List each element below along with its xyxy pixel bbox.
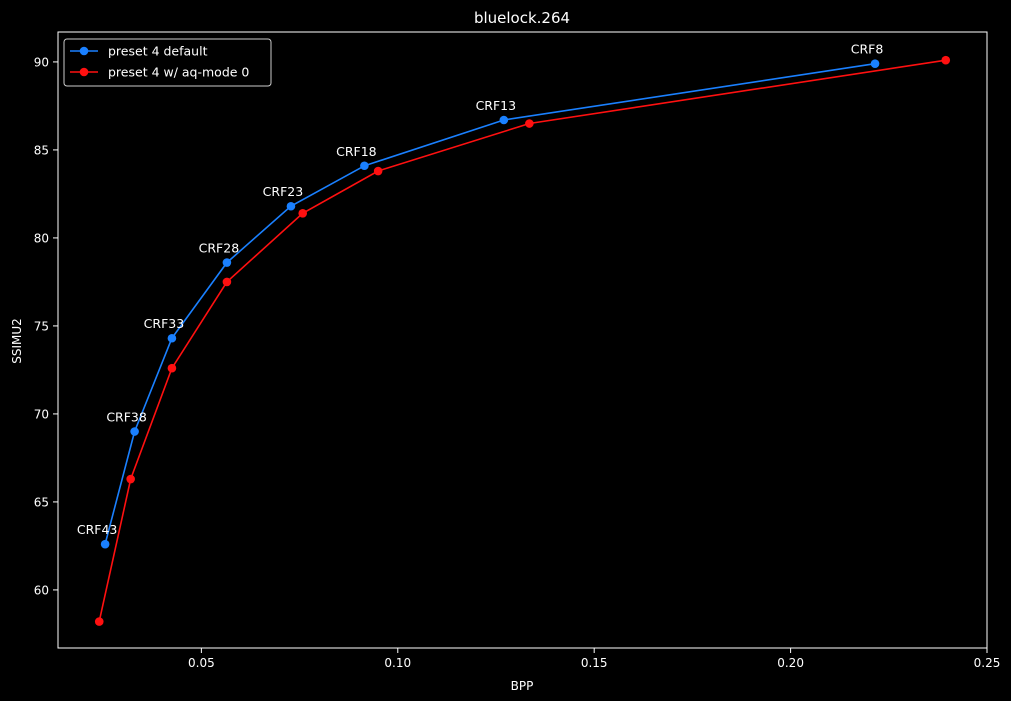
y-tick-label: 65 — [34, 495, 49, 509]
series-line-1 — [98, 59, 946, 622]
x-tick-label: 0.10 — [384, 656, 411, 670]
data-point-0 — [130, 427, 139, 436]
y-tick-label: 85 — [34, 143, 49, 157]
data-point-0 — [286, 201, 296, 211]
data-point-0 — [100, 539, 110, 549]
legend-label: preset 4 default — [108, 44, 208, 59]
x-tick-label: 0.15 — [581, 656, 608, 670]
data-point-0 — [499, 115, 509, 125]
point-annotation: CRF43 — [77, 522, 118, 537]
y-tick-label: 60 — [34, 583, 49, 597]
x-tick-label: 0.05 — [188, 656, 215, 670]
chart-title: bluelock.264 — [474, 9, 570, 27]
data-point-1 — [126, 474, 135, 484]
y-tick-label: 80 — [34, 231, 49, 245]
y-tick-label: 70 — [34, 407, 49, 421]
legend: preset 4 default preset 4 w/ aq-mode 0 — [63, 38, 272, 87]
data-point-0 — [167, 333, 177, 343]
data-point-0 — [222, 258, 232, 267]
x-axis-label: BPP — [511, 679, 534, 693]
plot-frame — [57, 31, 988, 649]
legend-marker-1 — [79, 67, 89, 77]
legend-label: preset 4 w/ aq-mode 0 — [108, 65, 249, 80]
data-point-1 — [298, 208, 308, 218]
data-point-1 — [941, 55, 951, 65]
data-point-1 — [525, 119, 534, 128]
data-point-1 — [373, 166, 383, 176]
point-annotation: CRF23 — [263, 184, 304, 199]
point-annotation: CRF28 — [199, 241, 240, 256]
data-point-1 — [94, 617, 104, 626]
legend-marker-0 — [79, 46, 89, 56]
point-annotation: CRF33 — [144, 316, 185, 331]
y-axis-label: SSIMU2 — [10, 318, 24, 364]
point-annotation: CRF13 — [476, 98, 517, 113]
data-point-1 — [222, 277, 232, 287]
y-tick-label: 75 — [34, 319, 49, 333]
legend-box — [63, 38, 272, 87]
plot-area: 0.05 0.10 0.15 0.20 0.25 60 65 70 75 80 85 90 CRF43 C… — [34, 31, 1001, 670]
series-line-0 — [104, 62, 876, 545]
point-annotation: CRF8 — [851, 42, 884, 57]
data-point-1 — [167, 363, 177, 373]
point-annotation: CRF18 — [336, 144, 377, 159]
y-tick-label: 90 — [34, 55, 49, 69]
point-annotation: CRF38 — [106, 410, 147, 425]
data-point-0 — [870, 59, 880, 68]
x-tick-label: 0.25 — [974, 656, 1001, 670]
data-point-0 — [360, 161, 369, 171]
x-tick-label: 0.20 — [777, 656, 804, 670]
